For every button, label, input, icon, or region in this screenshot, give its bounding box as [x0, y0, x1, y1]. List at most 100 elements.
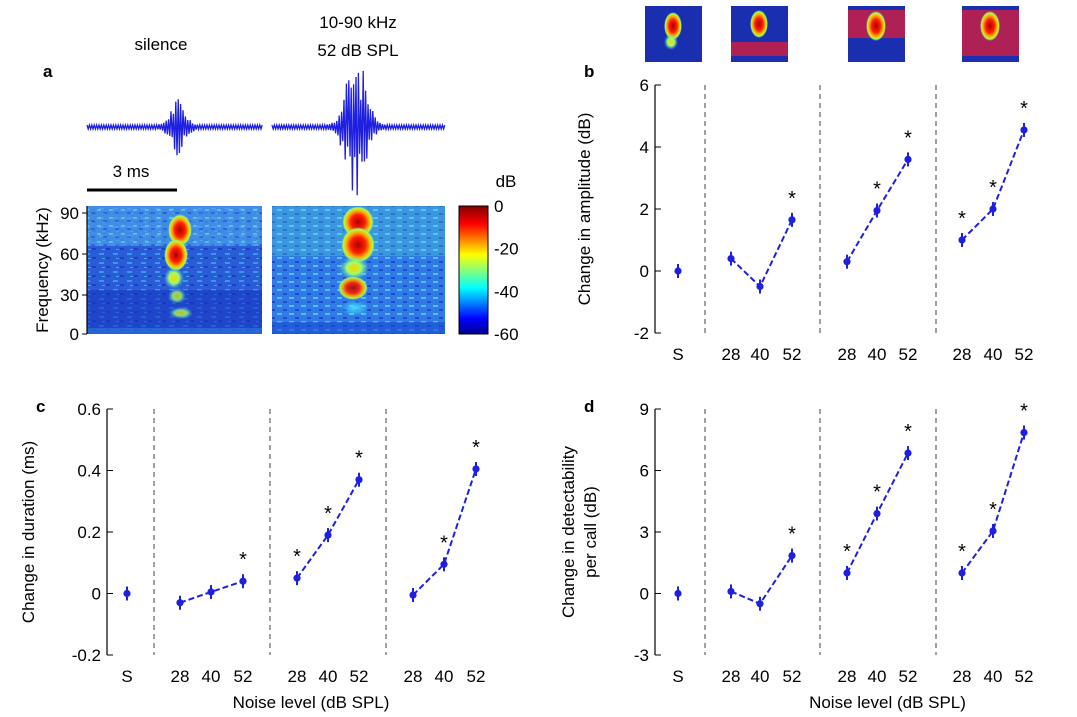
- y-tick-label: -0.2: [72, 646, 101, 665]
- thumbnail-silence: [645, 6, 702, 62]
- significance-marker: *: [873, 179, 881, 201]
- series-line: [296, 479, 360, 579]
- y-tick-label: 3: [640, 523, 649, 542]
- colorbar: [458, 205, 489, 335]
- x-tick-label: 40: [202, 667, 221, 686]
- colorbar-ticks: 0 -20 -40 -60: [494, 197, 519, 344]
- y-tick-label: 0.4: [77, 462, 101, 481]
- data-point: [293, 574, 301, 582]
- x-tick-label: 52: [899, 667, 918, 686]
- data-point: [239, 577, 247, 585]
- x-tick-label: 28: [838, 345, 857, 364]
- data-point: [176, 599, 184, 607]
- data-point: [873, 509, 881, 518]
- y-tick-label: 6: [640, 76, 649, 95]
- x-tick-label: 28: [953, 345, 972, 364]
- thumbnail-broad-band: [962, 6, 1019, 62]
- y-axis-label-line2: per call (dB): [581, 486, 600, 578]
- x-tick-label: 52: [234, 667, 253, 686]
- data-point: [958, 236, 966, 244]
- y-tick-label: 0.6: [77, 400, 101, 419]
- x-tick-label: 52: [467, 667, 486, 686]
- data-point: [207, 588, 215, 596]
- significance-marker: *: [843, 541, 851, 563]
- panel-a: a silence 10-90 kHz 52 dB SPL 3 ms: [33, 13, 519, 344]
- y-axis-label: Change in duration (ms): [19, 441, 38, 623]
- data-point: [472, 465, 480, 473]
- thumbnail-high-band: [848, 6, 905, 62]
- data-point: [904, 449, 912, 457]
- panel-letter-d: d: [584, 397, 594, 416]
- x-tick-label: 40: [435, 667, 454, 686]
- data-point: [756, 600, 764, 608]
- x-tick-label: 28: [953, 667, 972, 686]
- spectrogram-tick-label: 30: [60, 286, 79, 305]
- spectrogram-tick-label: 90: [60, 204, 79, 223]
- x-tick-label: 28: [171, 667, 190, 686]
- time-scale-label: 3 ms: [113, 162, 150, 181]
- x-tick-label: 28: [722, 345, 741, 364]
- spectrogram-tick-label: 60: [60, 245, 79, 264]
- significance-marker: *: [472, 437, 480, 459]
- x-tick-label: 40: [868, 345, 887, 364]
- x-tick-label: 52: [899, 345, 918, 364]
- data-point: [989, 527, 997, 535]
- y-tick-label: 9: [640, 400, 649, 419]
- x-tick-label: 52: [1015, 667, 1034, 686]
- x-tick-label: 40: [984, 667, 1003, 686]
- data-point: [727, 255, 735, 263]
- significance-marker: *: [989, 499, 997, 521]
- data-point: [727, 587, 735, 596]
- significance-marker: *: [958, 208, 966, 230]
- spectrogram-noise: [272, 206, 445, 334]
- x-tick-label: S: [672, 345, 683, 364]
- x-tick-label: 40: [319, 667, 338, 686]
- data-point: [873, 206, 881, 215]
- data-point: [355, 476, 363, 484]
- y-tick-label: 6: [640, 462, 649, 481]
- significance-marker: *: [958, 541, 966, 563]
- chart-duration: c -0.2 0 0.2 0.4 0.6 Change in duration (ms) S 2…: [19, 397, 485, 712]
- y-tick-label: 0: [640, 585, 649, 604]
- label-noise-band: 10-90 kHz: [319, 13, 396, 32]
- data-point: [989, 205, 997, 213]
- series-line: [961, 432, 1025, 574]
- x-tick-label: 52: [783, 345, 802, 364]
- waveform-noise: [271, 70, 446, 196]
- panel-letter-c: c: [36, 397, 45, 416]
- x-tick-label: 40: [751, 667, 770, 686]
- label-silence: silence: [135, 35, 188, 54]
- significance-marker: *: [355, 448, 363, 470]
- x-tick-label: 28: [288, 667, 307, 686]
- x-tick-label: 40: [984, 345, 1003, 364]
- colorbar-title: dB: [496, 172, 517, 191]
- spectrogram-tick-label: 0: [70, 325, 79, 344]
- panel-letter-b: b: [584, 62, 594, 81]
- x-tick-label: 52: [350, 667, 369, 686]
- data-point: [843, 569, 851, 577]
- series-line: [730, 219, 793, 289]
- series-line: [961, 129, 1025, 241]
- data-point: [1020, 126, 1028, 134]
- significance-marker: *: [324, 503, 332, 525]
- chart-amplitude: b -2 0 2 4 6 Change in amplitude (dB) S 28 40 52 28…: [575, 62, 1033, 364]
- significance-marker: *: [904, 421, 912, 443]
- colorbar-tick-label: -40: [494, 282, 519, 301]
- x-tick-label: 52: [1015, 345, 1034, 364]
- panel-letter-a: a: [43, 62, 53, 81]
- thumbnail-low-band: [731, 6, 788, 62]
- x-tick-label: 52: [783, 667, 802, 686]
- x-axis-label: Noise level (dB SPL): [233, 693, 390, 712]
- data-point: [904, 155, 912, 163]
- data-point: [440, 560, 448, 568]
- colorbar-tick-label: 0: [494, 197, 503, 216]
- y-axis-label-line1: Change in detectability: [559, 446, 578, 619]
- data-point: [843, 258, 851, 266]
- x-tick-label: 28: [722, 667, 741, 686]
- significance-marker: *: [440, 532, 448, 554]
- y-tick-label: 0: [640, 262, 649, 281]
- y-tick-label: 0.2: [77, 523, 101, 542]
- data-point: [1020, 428, 1028, 437]
- significance-marker: *: [1020, 98, 1028, 120]
